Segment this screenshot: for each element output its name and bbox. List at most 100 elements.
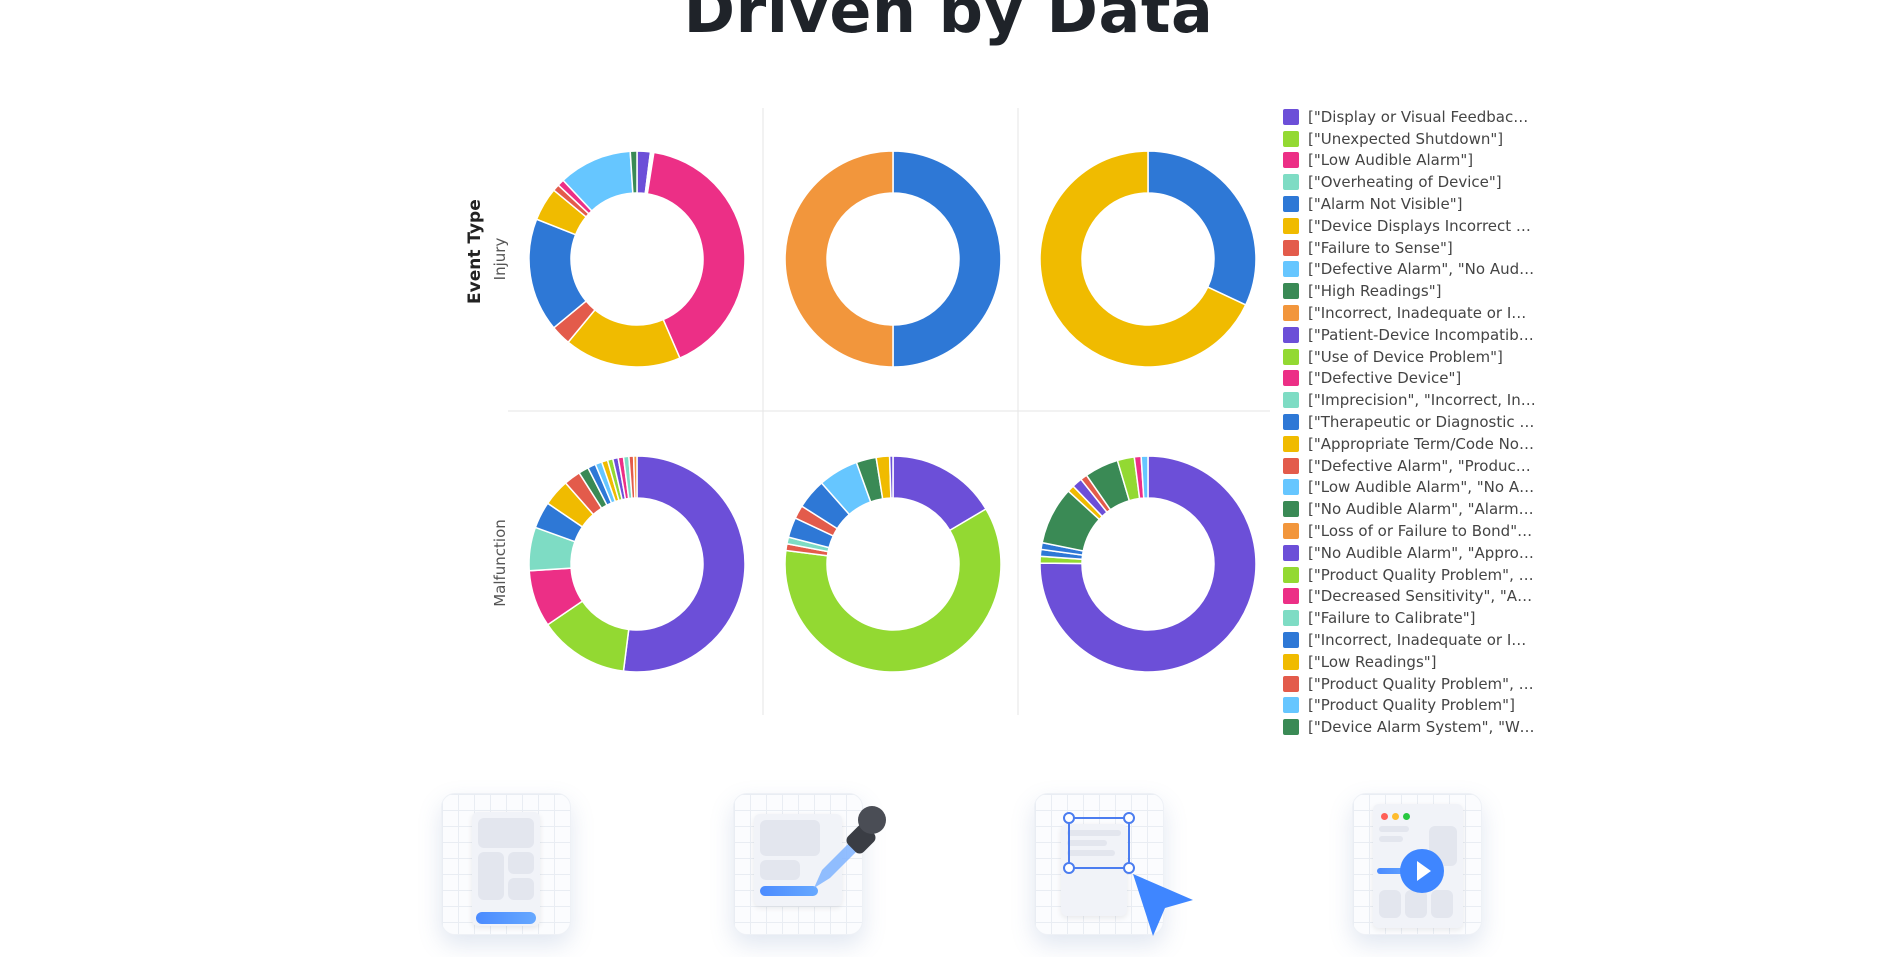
donut-slice[interactable] (632, 455, 638, 499)
donut-injury-1 (528, 150, 746, 368)
legend-item[interactable]: ["No Audible Alarm", "Alarm … (1283, 498, 1543, 520)
donut-slice[interactable] (784, 507, 1002, 673)
legend-item[interactable]: ["Therapeutic or Diagnostic … (1283, 411, 1543, 433)
legend-label: ["Low Audible Alarm", "No A… (1308, 478, 1535, 497)
legend-label: ["Failure to Sense"] (1308, 238, 1453, 257)
donut-injury-2 (784, 150, 1002, 368)
donut-panels (528, 150, 1257, 673)
legend-swatch (1283, 675, 1299, 692)
legend-item[interactable]: ["Alarm Not Visible"] (1283, 193, 1543, 215)
chart-area: Event Type Injury Malfunction ["Display … (465, 106, 1543, 738)
legend-item[interactable]: ["Product Quality Problem"] (1283, 695, 1543, 717)
donut-slice[interactable] (888, 455, 894, 499)
legend-label: ["No Audible Alarm", "Approp… (1308, 543, 1536, 562)
legend-swatch (1283, 174, 1299, 191)
donut-slice[interactable] (1147, 150, 1257, 306)
legend-item[interactable]: ["Product Quality Problem", "… (1283, 673, 1543, 695)
legend-swatch (1283, 239, 1299, 256)
page-title: Driven by Data (683, 0, 1214, 47)
legend-item[interactable]: ["Device Alarm System", "Wir… (1283, 716, 1543, 738)
facet-row-title: Event Type (465, 199, 485, 304)
legend-label: ["Imprecision", "Incorrect, In… (1308, 391, 1536, 410)
legend-item[interactable]: ["No Audible Alarm", "Approp… (1283, 542, 1543, 564)
legend-swatch (1283, 457, 1299, 474)
row-label-injury: Injury (491, 237, 509, 281)
legend-label: ["Use of Device Problem"] (1308, 347, 1503, 366)
legend-swatch (1283, 326, 1299, 343)
legend-label: ["Product Quality Problem", "… (1308, 565, 1536, 584)
legend-item[interactable]: ["Failure to Calibrate"] (1283, 607, 1543, 629)
feature-tile-preview[interactable] (1352, 793, 1482, 935)
legend-label: ["Overheating of Device"] (1308, 173, 1502, 192)
legend-label: ["Unexpected Shutdown"] (1308, 129, 1504, 148)
legend-swatch (1283, 414, 1299, 431)
donut-slice[interactable] (784, 150, 894, 368)
legend-item[interactable]: ["Product Quality Problem", "… (1283, 564, 1543, 586)
donut-malfunction-2 (784, 455, 1002, 673)
chart-legend: ["Display or Visual Feedback… ["Unexpecte… (1283, 106, 1543, 738)
legend-label: ["Defective Alarm", "No Audi… (1308, 260, 1536, 279)
legend-swatch (1283, 108, 1299, 125)
donut-slice[interactable] (629, 150, 638, 194)
legend-label: ["Loss of or Failure to Bond",… (1308, 522, 1536, 541)
feature-tile-style[interactable] (733, 793, 886, 935)
legend-swatch (1283, 130, 1299, 147)
legend-label: ["Appropriate Term/Code No… (1308, 434, 1534, 453)
legend-item[interactable]: ["Low Audible Alarm", "No A… (1283, 477, 1543, 499)
legend-swatch (1283, 305, 1299, 322)
legend-swatch (1283, 719, 1299, 736)
legend-item[interactable]: ["Appropriate Term/Code No… (1283, 433, 1543, 455)
legend-item[interactable]: ["Display or Visual Feedback… (1283, 106, 1543, 128)
legend-label: ["High Readings"] (1308, 282, 1442, 301)
legend-label: ["Device Alarm System", "Wir… (1308, 718, 1536, 737)
legend-label: ["Incorrect, Inadequate or Im… (1308, 304, 1536, 323)
legend-swatch (1283, 196, 1299, 213)
donut-malfunction-1 (528, 455, 746, 673)
legend-swatch (1283, 610, 1299, 627)
legend-item[interactable]: ["Decreased Sensitivity", "Ap… (1283, 586, 1543, 608)
donut-slice[interactable] (1039, 150, 1247, 368)
legend-label: ["Display or Visual Feedback… (1308, 107, 1536, 126)
legend-item[interactable]: ["Defective Alarm", "No Audi… (1283, 259, 1543, 281)
donut-malfunction-3 (1039, 455, 1257, 673)
legend-item[interactable]: ["Imprecision", "Incorrect, In… (1283, 389, 1543, 411)
legend-label: ["Incorrect, Inadequate or Im… (1308, 631, 1536, 650)
legend-label: ["Decreased Sensitivity", "Ap… (1308, 587, 1536, 606)
donut-slice[interactable] (1140, 455, 1149, 499)
legend-label: ["Therapeutic or Diagnostic … (1308, 413, 1535, 432)
legend-item[interactable]: ["Incorrect, Inadequate or Im… (1283, 302, 1543, 324)
donut-slice[interactable] (1039, 455, 1257, 673)
legend-item[interactable]: ["Loss of or Failure to Bond",… (1283, 520, 1543, 542)
donut-slice[interactable] (892, 150, 1002, 368)
legend-item[interactable]: ["Device Displays Incorrect … (1283, 215, 1543, 237)
legend-item[interactable]: ["Low Readings"] (1283, 651, 1543, 673)
legend-item[interactable]: ["Unexpected Shutdown"] (1283, 128, 1543, 150)
legend-swatch (1283, 283, 1299, 300)
legend-swatch (1283, 392, 1299, 409)
feature-tile-select[interactable] (1034, 793, 1193, 936)
donut-slice[interactable] (622, 455, 746, 673)
legend-swatch (1283, 523, 1299, 540)
legend-label: ["Low Readings"] (1308, 652, 1437, 671)
legend-label: ["Device Displays Incorrect … (1308, 216, 1531, 235)
donut-injury-3 (1039, 150, 1257, 368)
legend-swatch (1283, 152, 1299, 169)
legend-item[interactable]: ["Defective Device"] (1283, 368, 1543, 390)
legend-item[interactable]: ["Defective Alarm", "Product … (1283, 455, 1543, 477)
legend-item[interactable]: ["Low Audible Alarm"] (1283, 150, 1543, 172)
donut-slice[interactable] (646, 151, 746, 360)
legend-label: ["Product Quality Problem"] (1308, 696, 1515, 715)
legend-swatch (1283, 435, 1299, 452)
legend-item[interactable]: ["Patient-Device Incompatibi… (1283, 324, 1543, 346)
legend-swatch (1283, 697, 1299, 714)
legend-item[interactable]: ["Overheating of Device"] (1283, 171, 1543, 193)
legend-swatch (1283, 370, 1299, 387)
legend-item[interactable]: ["Incorrect, Inadequate or Im… (1283, 629, 1543, 651)
feature-tile-layout[interactable] (441, 793, 571, 935)
legend-item[interactable]: ["Failure to Sense"] (1283, 237, 1543, 259)
row-label-malfunction: Malfunction (491, 519, 509, 607)
legend-item[interactable]: ["High Readings"] (1283, 280, 1543, 302)
legend-swatch (1283, 348, 1299, 365)
legend-item[interactable]: ["Use of Device Problem"] (1283, 346, 1543, 368)
legend-label: ["Patient-Device Incompatibi… (1308, 325, 1536, 344)
